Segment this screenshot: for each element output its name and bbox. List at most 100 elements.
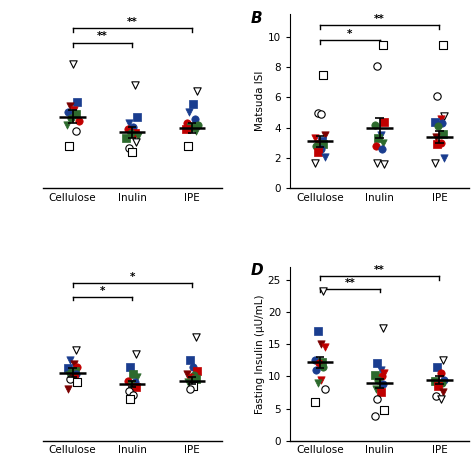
Point [190,364,197,371]
Point [439,356,447,364]
Point [437,139,444,147]
Point [131,130,139,137]
Point [431,378,438,385]
Text: **: ** [127,17,137,27]
Point [374,395,381,403]
Point [315,139,322,147]
Point [378,373,386,380]
Point [66,102,73,110]
Point [319,358,326,366]
Point [130,123,137,131]
Point [439,130,447,137]
Point [126,395,134,403]
Point [377,132,384,139]
Text: B: B [251,11,262,26]
Point [66,356,74,364]
Point [431,159,438,166]
Point [312,142,320,150]
Point [126,119,133,127]
Point [132,138,140,146]
Point [374,159,381,166]
Point [374,135,382,142]
Point [317,376,325,383]
Point [73,370,80,378]
Point [379,324,387,332]
Point [70,374,78,381]
Text: **: ** [374,265,385,275]
Point [73,364,81,371]
Point [64,109,72,116]
Point [433,363,441,371]
Point [438,119,446,127]
Point [63,121,70,129]
Point [314,148,321,156]
Point [64,385,72,392]
Point [182,126,190,133]
Point [437,115,444,122]
Point [186,385,193,392]
Point [374,62,381,70]
Point [372,385,380,393]
Point [66,375,74,383]
Point [439,389,447,396]
Point [317,145,325,153]
Point [321,385,328,393]
Point [65,372,73,379]
Point [124,377,131,384]
Point [191,372,198,379]
Point [371,412,379,420]
Point [187,123,195,131]
Point [122,134,130,141]
Point [319,141,327,148]
Point [437,395,444,403]
Point [378,145,386,153]
Point [186,356,193,364]
Point [377,366,384,374]
Point [124,126,131,133]
Point [72,111,79,118]
Point [71,367,79,374]
Point [65,142,73,150]
Point [75,117,82,125]
Text: D: D [251,263,263,278]
Point [438,379,446,387]
Point [187,374,195,381]
Point [130,392,137,399]
Point [434,382,442,390]
Point [311,159,319,166]
Point [132,383,140,391]
Point [133,113,141,120]
Point [64,365,72,372]
Point [381,369,388,377]
Y-axis label: Fasting Insulin (μU/mL): Fasting Insulin (μU/mL) [255,294,265,413]
Point [374,376,382,383]
Point [73,378,81,386]
Point [130,370,137,378]
Point [131,378,138,386]
Point [70,107,78,114]
Point [379,41,387,48]
Point [192,375,200,383]
Point [371,121,379,128]
Point [434,122,442,130]
Point [131,81,138,89]
Point [135,132,142,139]
Point [319,71,327,79]
Point [431,118,438,126]
Point [68,114,75,121]
Text: **: ** [374,14,385,24]
Text: **: ** [345,278,355,288]
Text: *: * [129,273,135,283]
Point [377,389,384,396]
Point [317,110,325,118]
Point [311,135,319,142]
Point [193,88,201,95]
Point [381,406,388,414]
Point [194,121,202,129]
Point [321,153,328,160]
Point [126,364,134,371]
Point [440,112,448,119]
Point [311,356,319,364]
Point [185,109,193,116]
Point [132,350,140,357]
